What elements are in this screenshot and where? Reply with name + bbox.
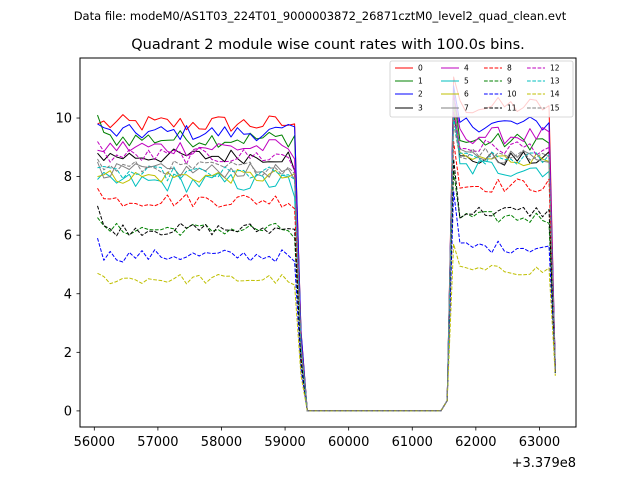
legend-label-15: 15 [550,104,560,113]
x-tick-label: 58000 [201,435,242,450]
series-line-1 [97,91,556,412]
legend-label-13: 13 [550,77,560,86]
y-tick-label: 4 [64,287,72,302]
y-axis: 0 2 4 6 8 10 [55,112,80,419]
legend-label-1: 1 [418,77,423,86]
legend-label-7: 7 [464,104,469,113]
legend-label-12: 12 [550,64,560,73]
x-tick-label: 61000 [392,435,433,450]
series-line-15 [97,123,556,412]
series-line-11 [97,158,556,412]
series-line-13 [97,117,556,412]
y-tick-label: 6 [64,229,72,244]
legend-label-2: 2 [418,90,423,99]
series-line-9 [97,170,556,412]
x-tick-label: 63000 [519,435,560,450]
y-tick-label: 2 [64,346,72,361]
series-line-10 [97,190,556,412]
series-line-4 [97,94,556,412]
series-line-12 [97,111,556,412]
x-tick-label: 59000 [264,435,305,450]
legend-label-8: 8 [507,64,512,73]
series-line-8 [97,141,556,412]
legend-label-10: 10 [507,90,517,99]
series-line-5 [97,100,556,412]
x-tick-label: 62000 [455,435,496,450]
legend-label-9: 9 [507,77,512,86]
axes-frame [79,57,577,428]
chart-title: Quadrant 2 module wise count rates with … [131,37,525,53]
legend-frame [389,60,574,118]
plot-area [97,76,556,412]
x-axis: 56000 57000 58000 59000 60000 61000 62000 63000 [74,427,560,450]
legend-label-0: 0 [418,64,423,73]
data-file-suptitle: Data file: modeM0/AS1T03_224T01_90000038… [74,9,567,23]
series-line-7 [97,100,556,412]
x-offset-label: +3.379e8 [512,456,576,471]
x-tick-label: 60000 [328,435,369,450]
legend-label-14: 14 [550,90,560,99]
legend-label-3: 3 [418,104,423,113]
series-line-2 [97,85,556,412]
legend-label-4: 4 [464,64,469,73]
y-tick-label: 8 [64,170,72,185]
y-tick-label: 0 [64,404,72,419]
x-tick-label: 56000 [74,435,115,450]
legend-label-5: 5 [464,77,469,86]
y-tick-label: 10 [55,112,72,127]
series-line-6 [97,105,556,412]
series-line-14 [97,243,556,412]
series-line-3 [97,111,556,412]
legend-label-11: 11 [507,104,517,113]
legend-label-6: 6 [464,90,469,99]
x-tick-label: 57000 [137,435,178,450]
